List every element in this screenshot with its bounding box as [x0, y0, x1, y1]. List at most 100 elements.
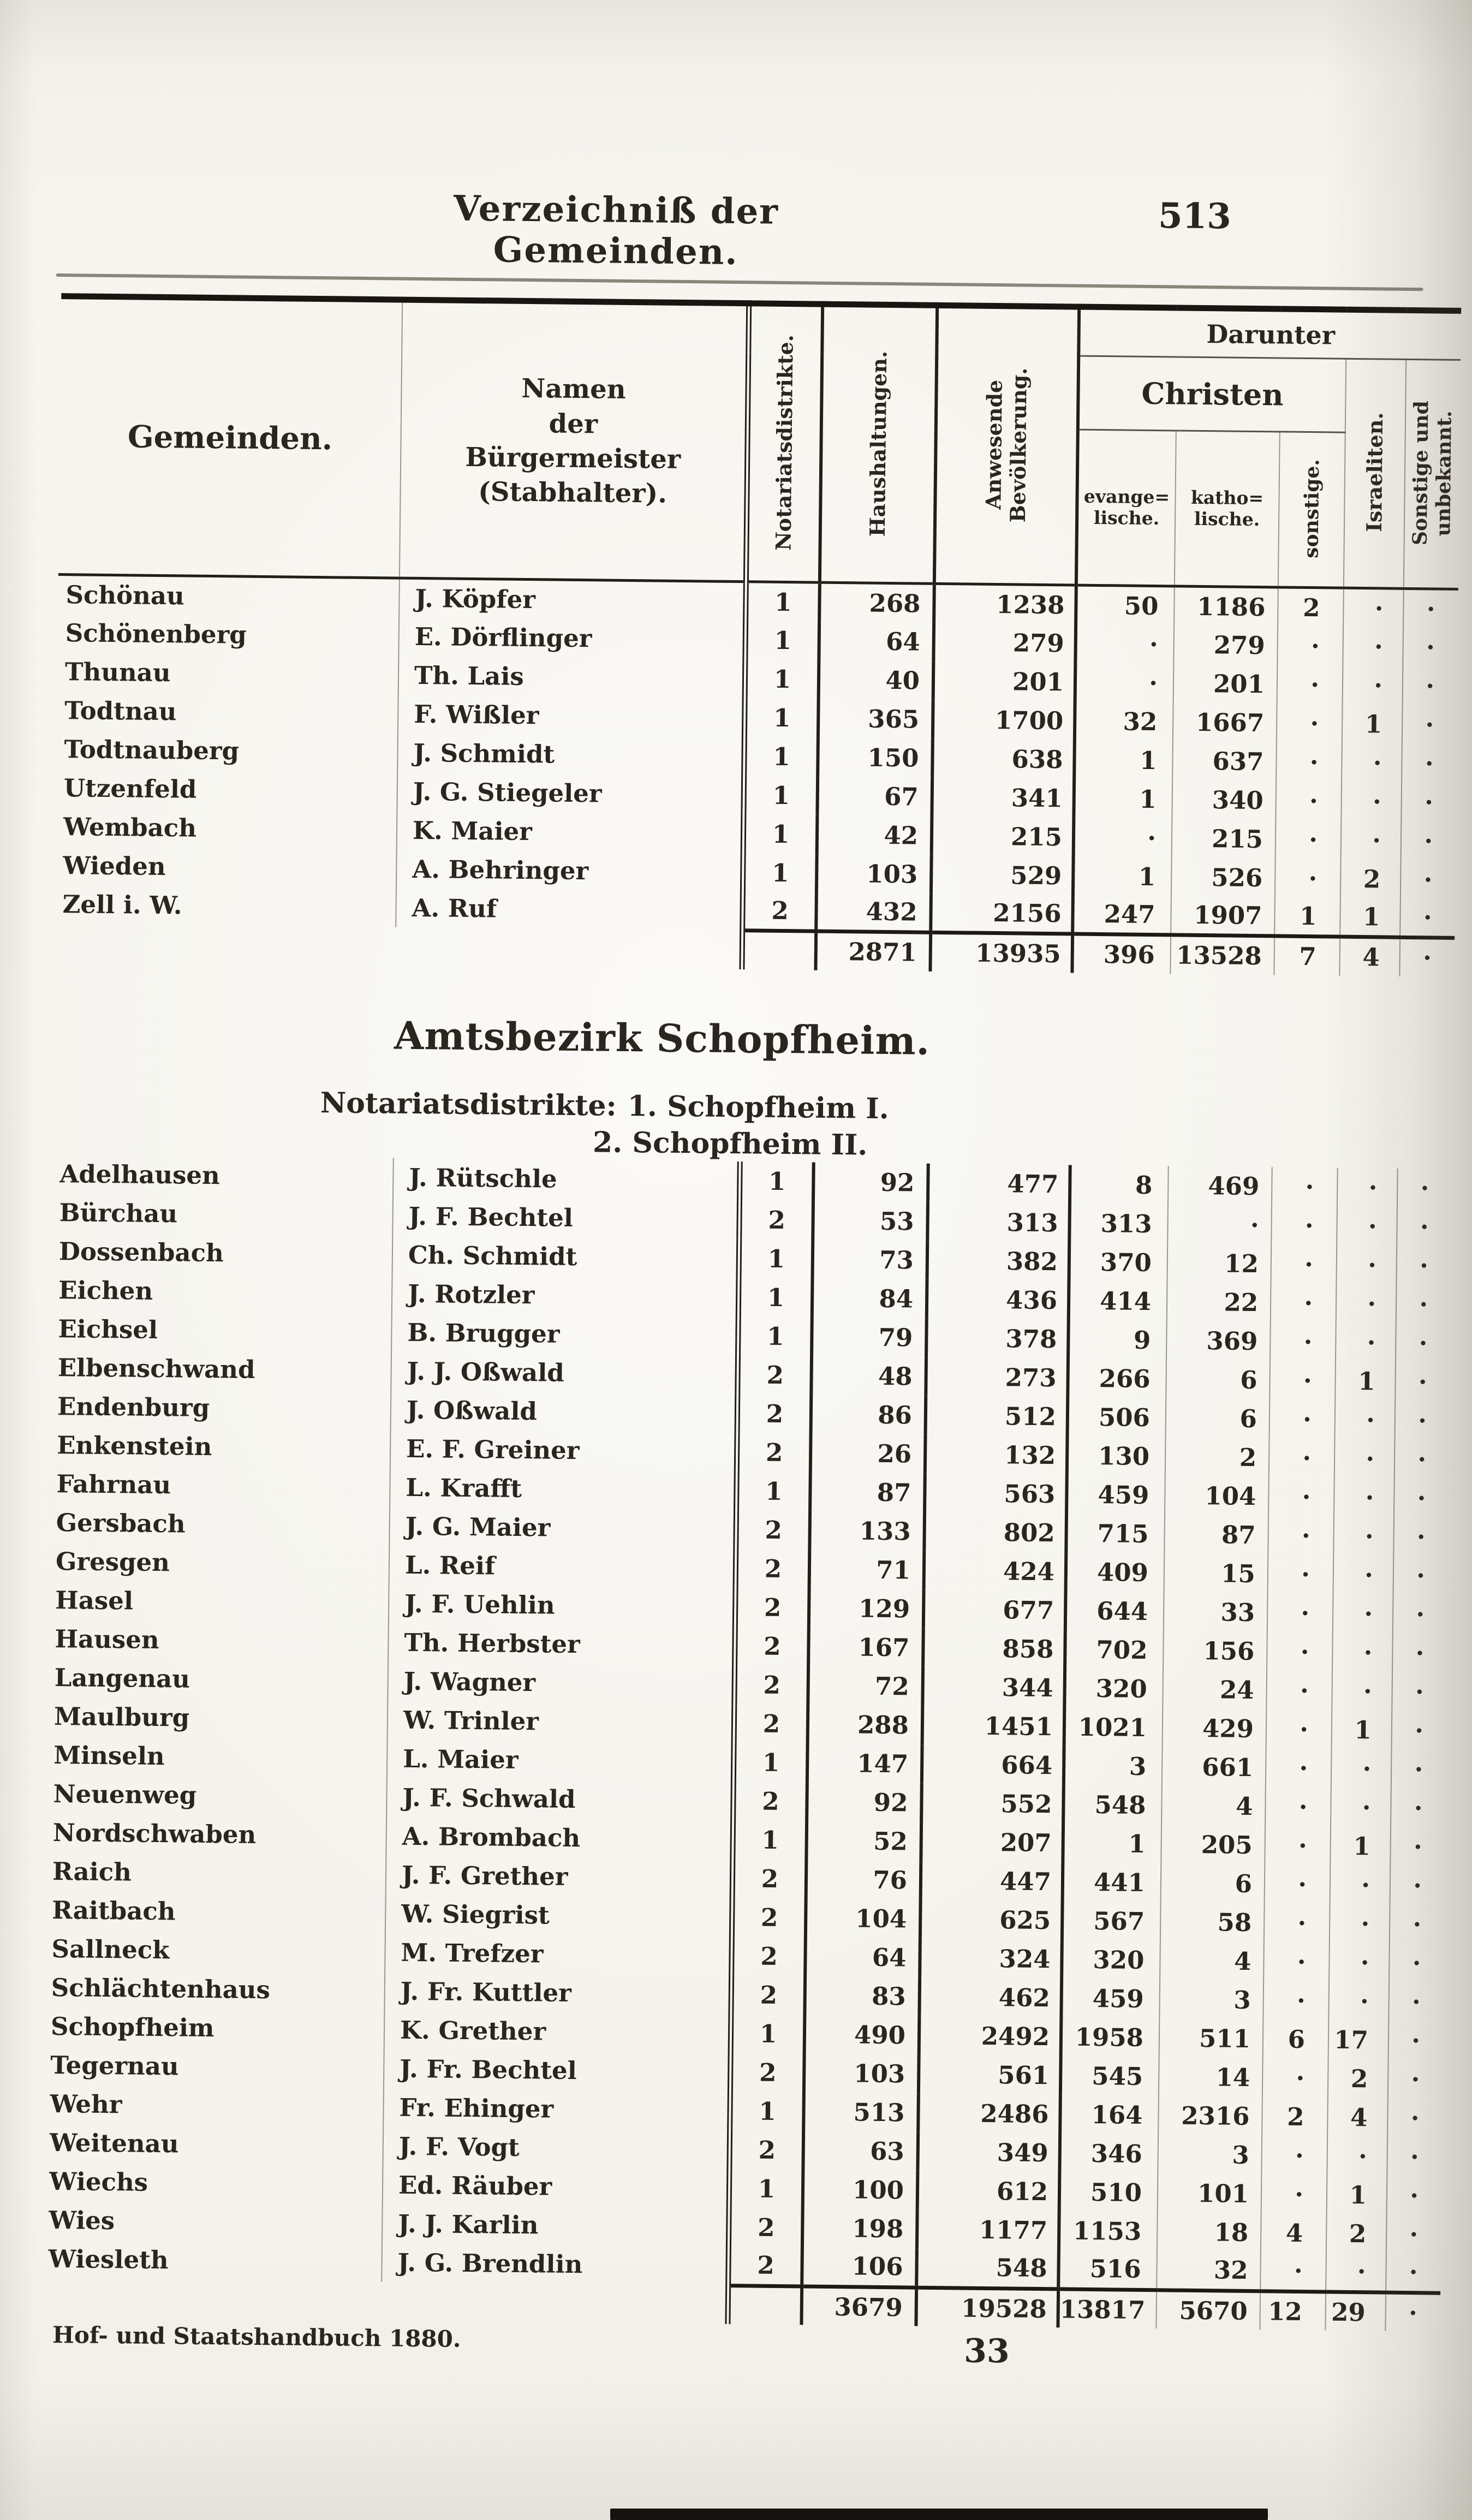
sonstige-christen-value: · [1264, 1903, 1330, 1943]
notariatsdistrikt-value: 2 [731, 1898, 806, 1938]
evangelische-value: 32 [1074, 701, 1173, 741]
bevoelkerung-value: 132 [925, 1434, 1068, 1475]
gemeinde-name: Langenau [54, 1663, 190, 1694]
unbekannt-value: · [1386, 2253, 1441, 2293]
sonstige-christen-value: · [1268, 1516, 1334, 1556]
haushaltungen-value: 76 [806, 1860, 921, 1900]
notariatsdistrikt-value: 2 [736, 1433, 811, 1473]
katholische-value: 2316 [1158, 2096, 1262, 2136]
notariatsdistrikt-value: 1 [744, 698, 819, 738]
sonstige-christen-value: 2 [1262, 2097, 1328, 2137]
israeliten-value: · [1337, 1167, 1398, 1207]
bevoelkerung-value: 2492 [919, 2016, 1062, 2057]
haushaltungen-value: 42 [817, 815, 932, 855]
bevoelkerung-value: 324 [920, 1938, 1062, 1979]
sonstige-christen-value: · [1268, 1438, 1335, 1478]
haushaltungen-value: 63 [803, 2131, 919, 2171]
bevoelkerung-value: 612 [917, 2171, 1060, 2212]
katholische-value: 279 [1173, 624, 1278, 665]
gemeinde-name: Schopfheim [50, 2012, 214, 2043]
bevoelkerung-value: 625 [920, 1899, 1063, 1940]
bevoelkerung-value: 313 [927, 1202, 1070, 1243]
evangelische-value: 3 [1063, 1746, 1163, 1786]
gemeinde-name: Hausen [55, 1624, 159, 1655]
rows-amtsbezirk-schopfheim: Adelhausen J. Rütschle 1 92 477 8 469 · … [40, 1154, 1452, 2293]
header-line: (Stabhalter). [478, 476, 668, 510]
haushaltungen-value: 104 [805, 1898, 921, 1939]
sonstige-christen-value: · [1270, 1283, 1337, 1323]
sonstige-christen-value: · [1260, 2252, 1326, 2292]
bevoelkerung-value: 207 [921, 1822, 1064, 1863]
buergermeister-name: A. Brombach [386, 1816, 734, 1860]
haushaltungen-value: 147 [807, 1743, 922, 1784]
sonstige-christen-value: · [1277, 664, 1343, 705]
buergermeister-name: A. Ruf [396, 888, 743, 931]
gemeinde-name: Sallneck [51, 1934, 170, 1965]
gemeinde-name: Gresgen [55, 1547, 170, 1577]
col-header-sonstige-christen: sonstige. [1278, 431, 1345, 588]
unbekannt-value: · [1400, 860, 1456, 899]
gemeinde-name: Raich [52, 1857, 132, 1887]
israeliten-value: 17 [1328, 2020, 1389, 2060]
gemeinde-name: Todtnauberg [64, 734, 240, 766]
katholische-value: 201 [1173, 663, 1278, 704]
col-header-katholische: katho= lische. [1174, 430, 1280, 587]
buergermeister-name: J. Köpfer [399, 578, 746, 621]
katholische-value: 369 [1166, 1321, 1271, 1361]
notariat-note-district-2: 2. Schopfheim II. [592, 1125, 868, 1162]
evangelische-value: 1 [1072, 856, 1172, 896]
totals-evangelische: 13817 [1058, 2289, 1157, 2329]
bevoelkerung-value: 1238 [934, 583, 1076, 624]
evangelische-value: 266 [1068, 1359, 1166, 1399]
gemeinde-name: Eichen [58, 1276, 153, 1306]
haushaltungen-value: 513 [803, 2092, 919, 2132]
sonstige-christen-value: · [1262, 2058, 1328, 2098]
israeliten-value: 1 [1340, 898, 1401, 938]
evangelische-value: · [1073, 818, 1172, 857]
totals-katholische: 5670 [1156, 2290, 1261, 2330]
haushaltungen-value: 72 [808, 1666, 923, 1706]
haushaltungen-value: 133 [809, 1511, 925, 1551]
col-header-darunter: Darunter [1078, 307, 1462, 360]
unbekannt-value: · [1392, 1594, 1448, 1634]
haushaltungen-value: 100 [802, 2170, 918, 2210]
unbekannt-value: · [1402, 666, 1458, 706]
unbekannt-value: · [1387, 2137, 1443, 2177]
katholische-value: 1186 [1174, 586, 1278, 626]
col-header-buergermeister: Namen der Bürgermeister (Stabhalter). [399, 300, 749, 582]
col-header-anwesende-bevoelkerung: Anwesende Bevölkerung. [934, 305, 1080, 586]
haushaltungen-value: 150 [818, 737, 933, 778]
totals-haushaltungen: 2871 [815, 931, 931, 972]
unbekannt-value: · [1393, 1556, 1449, 1595]
sonstige-christen-value: 1 [1274, 897, 1340, 937]
buergermeister-name: J. F. Vogt [383, 2126, 730, 2170]
katholische-value: 469 [1167, 1166, 1272, 1206]
israeliten-value: 1 [1335, 1361, 1396, 1401]
evangelische-value: 320 [1064, 1669, 1164, 1709]
israeliten-value: · [1330, 1865, 1391, 1905]
israeliten-value: 2 [1327, 2059, 1388, 2099]
evangelische-value: 567 [1062, 1901, 1161, 1941]
buergermeister-name: J. G. Stiegeler [397, 772, 744, 814]
sonstige-christen-value: · [1268, 1477, 1334, 1517]
buergermeister-name: K. Maier [396, 811, 744, 853]
buergermeister-name: L. Maier [386, 1739, 734, 1782]
notariatsdistrikt-value: 1 [740, 1161, 814, 1201]
bevoelkerung-value: 561 [918, 2054, 1061, 2095]
unbekannt-value: · [1386, 2214, 1441, 2254]
sonstige-christen-value: · [1267, 1632, 1333, 1672]
totals-unbekannt: · [1399, 937, 1455, 977]
haushaltungen-value: 86 [811, 1395, 926, 1435]
unbekannt-value: · [1393, 1478, 1449, 1518]
katholische-value: 58 [1160, 1902, 1265, 1943]
evangelische-value: 164 [1060, 2095, 1159, 2135]
totals-israeliten: 29 [1325, 2291, 1386, 2331]
evangelische-value: 510 [1059, 2172, 1158, 2213]
bevoelkerung-value: 677 [923, 1589, 1066, 1630]
notariatsdistrikt-value: 2 [731, 1937, 806, 1976]
haushaltungen-value: 288 [807, 1705, 923, 1745]
buergermeister-name: J. F. Schwald [386, 1778, 734, 1821]
israeliten-value: 1 [1331, 1710, 1392, 1750]
unbekannt-value: · [1394, 1439, 1450, 1479]
col-header-haushaltungen: Haushaltungen. [819, 304, 938, 584]
